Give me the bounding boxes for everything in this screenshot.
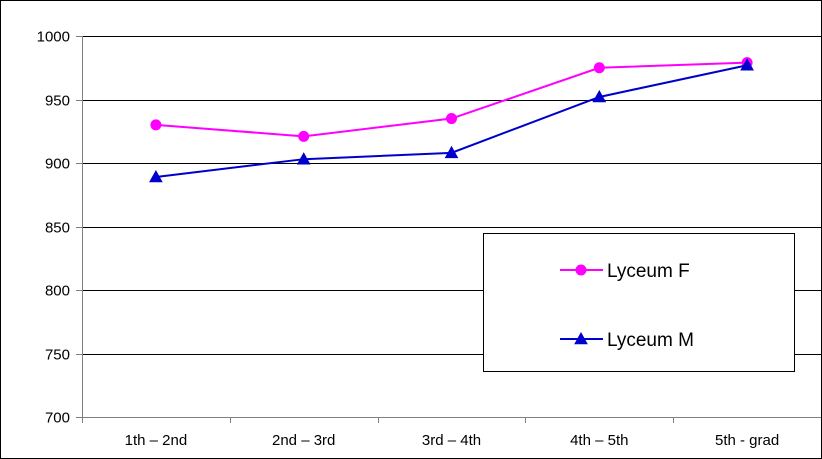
series-0 (150, 57, 753, 142)
legend-label: Lyceum F (607, 261, 690, 282)
legend-marker (575, 264, 587, 276)
x-tick-label: 4th – 5th (570, 432, 628, 449)
data-point (150, 119, 162, 131)
y-tick-label: 900 (45, 156, 70, 173)
legend-item: Lyceum M (560, 330, 694, 351)
data-point (298, 130, 310, 142)
data-point (444, 145, 459, 159)
legend-marker (574, 331, 588, 345)
y-tick-label: 950 (45, 93, 70, 110)
y-tick-label: 700 (45, 410, 70, 427)
y-tick-label: 800 (45, 283, 70, 300)
axes: 700 750 800 850 900 950 1000 1th – 2nd 2nd – 3rd… (37, 29, 821, 449)
x-tick-label: 5th - grad (715, 432, 779, 449)
series-layer (149, 57, 754, 183)
data-point (592, 89, 607, 103)
legend-item: Lyceum F (560, 261, 690, 282)
legend-box (483, 233, 795, 372)
y-tick-label: 850 (45, 220, 70, 237)
data-point (740, 58, 754, 71)
series-1 (149, 58, 754, 183)
data-point (149, 169, 163, 183)
legend-label: Lyceum M (607, 330, 694, 351)
y-tick-label: 1000 (37, 29, 70, 46)
x-tick-label: 3rd – 4th (422, 432, 481, 449)
data-point (593, 62, 605, 74)
y-tick-label: 750 (45, 347, 70, 364)
x-tick-label: 1th – 2nd (125, 432, 188, 449)
data-point (296, 152, 311, 165)
legend: Lyceum F Lyceum M (483, 233, 795, 372)
x-tick-label: 2nd – 3rd (272, 432, 335, 449)
data-point (446, 113, 457, 125)
